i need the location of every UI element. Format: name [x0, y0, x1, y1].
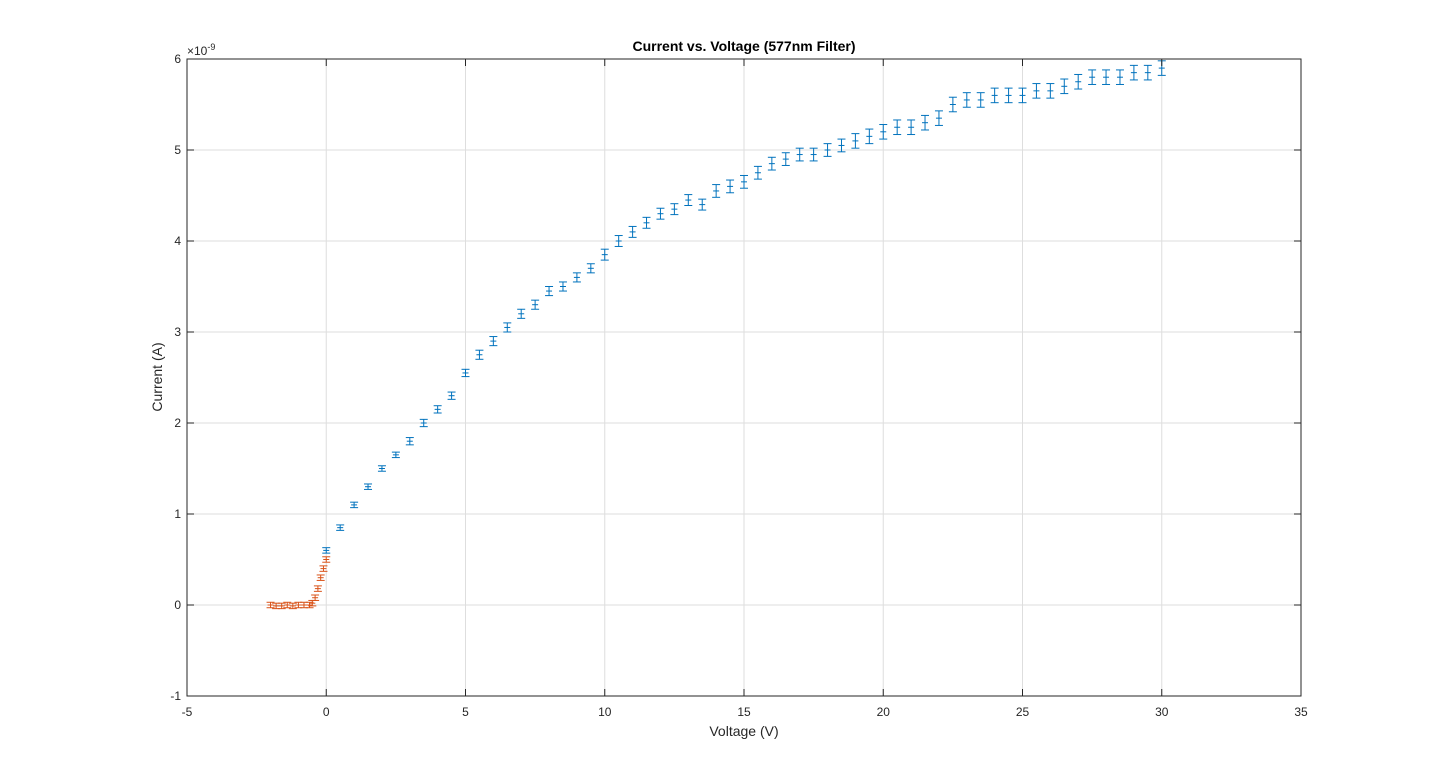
- data-point: [1143, 64, 1152, 81]
- data-point: [288, 602, 297, 610]
- data-point: [767, 156, 776, 171]
- data-point: [1060, 78, 1069, 95]
- data-point: [433, 405, 442, 414]
- data-point: [277, 602, 286, 610]
- data-point: [962, 92, 971, 108]
- data-point: [1115, 69, 1124, 85]
- data-point: [364, 483, 373, 490]
- y-exponent-base: ×10: [187, 44, 208, 58]
- data-point: [934, 110, 943, 126]
- data-point: [322, 547, 331, 554]
- data-point: [322, 556, 331, 563]
- data-point: [781, 152, 790, 166]
- data-point: [350, 501, 359, 509]
- data-point: [319, 565, 328, 572]
- data-point: [990, 87, 999, 104]
- x-tick-label: 0: [323, 705, 330, 719]
- chart-title: Current vs. Voltage (577nm Filter): [632, 38, 855, 54]
- y-axis-label: Current (A): [149, 342, 165, 411]
- x-tick-label: 15: [737, 705, 751, 719]
- data-point: [503, 322, 512, 333]
- data-point: [753, 165, 762, 180]
- data-point: [670, 203, 679, 216]
- data-point: [698, 198, 707, 211]
- data-point: [712, 184, 721, 198]
- data-point: [851, 133, 860, 149]
- data-point: [1004, 87, 1013, 104]
- y-exponent-label: ×10-9: [187, 42, 215, 58]
- data-point: [740, 174, 748, 189]
- x-tick-label: 30: [1155, 705, 1169, 719]
- data-point: [809, 147, 818, 162]
- data-point: [1018, 87, 1027, 104]
- data-point: [656, 207, 665, 220]
- y-tick-label: -1: [170, 689, 181, 703]
- data-point: [1032, 83, 1041, 99]
- y-tick-label: 6: [174, 52, 181, 66]
- data-point: [311, 594, 320, 601]
- x-tick-label: 25: [1016, 705, 1030, 719]
- data-point: [283, 601, 292, 609]
- data-point: [921, 114, 930, 131]
- y-exponent-power: -9: [207, 42, 215, 52]
- data-point: [391, 451, 400, 459]
- data-point: [558, 281, 567, 292]
- y-tick-label: 0: [174, 598, 181, 612]
- data-point: [1074, 73, 1083, 90]
- data-point: [837, 138, 846, 153]
- data-point: [586, 263, 595, 274]
- data-point: [976, 92, 985, 108]
- data-point: [1102, 69, 1111, 85]
- data-point: [1088, 69, 1097, 85]
- data-point: [316, 574, 325, 581]
- data-point: [684, 194, 693, 207]
- data-point: [405, 437, 414, 446]
- data-point: [489, 336, 498, 347]
- data-point: [461, 368, 470, 378]
- data-point: [531, 299, 540, 310]
- y-tick-label: 1: [174, 507, 181, 521]
- y-tick-label: 3: [174, 325, 181, 339]
- grid-lines: [187, 59, 1301, 696]
- data-point: [1046, 83, 1055, 99]
- data-point: [907, 119, 916, 136]
- data-point: [865, 128, 874, 145]
- data-point: [313, 585, 322, 592]
- x-axis-label: Voltage (V): [709, 723, 778, 739]
- data-point: [879, 124, 888, 140]
- data-point: [545, 286, 554, 297]
- x-tick-label: 10: [598, 705, 612, 719]
- data-point: [517, 308, 526, 319]
- x-tick-label: 5: [462, 705, 469, 719]
- data-point: [948, 96, 957, 113]
- data-point: [628, 225, 637, 238]
- x-tick-label: 20: [877, 705, 891, 719]
- data-series: [266, 60, 1166, 610]
- data-point: [823, 143, 832, 157]
- x-tick-label: -5: [182, 705, 193, 719]
- data-point: [600, 248, 609, 261]
- y-tick-label: 4: [174, 234, 181, 248]
- data-point: [447, 391, 456, 400]
- data-point: [377, 465, 386, 472]
- data-point: [475, 349, 484, 360]
- y-tick-label: 5: [174, 143, 181, 157]
- data-point: [893, 119, 902, 136]
- axis-ticks: -5 0 5 10 15 20 25 30 35 -1 0 1 2 3 4 5 6: [170, 52, 1308, 719]
- data-point: [726, 179, 735, 194]
- data-point: [572, 272, 581, 283]
- x-tick-label: 35: [1294, 705, 1308, 719]
- data-point: [1129, 64, 1138, 81]
- data-point: [419, 418, 428, 428]
- data-point: [614, 235, 623, 247]
- y-tick-label: 2: [174, 416, 181, 430]
- data-point: [336, 524, 345, 531]
- data-point: [266, 601, 275, 609]
- series-1: [266, 556, 331, 610]
- data-point: [642, 216, 651, 229]
- data-point: [795, 147, 804, 162]
